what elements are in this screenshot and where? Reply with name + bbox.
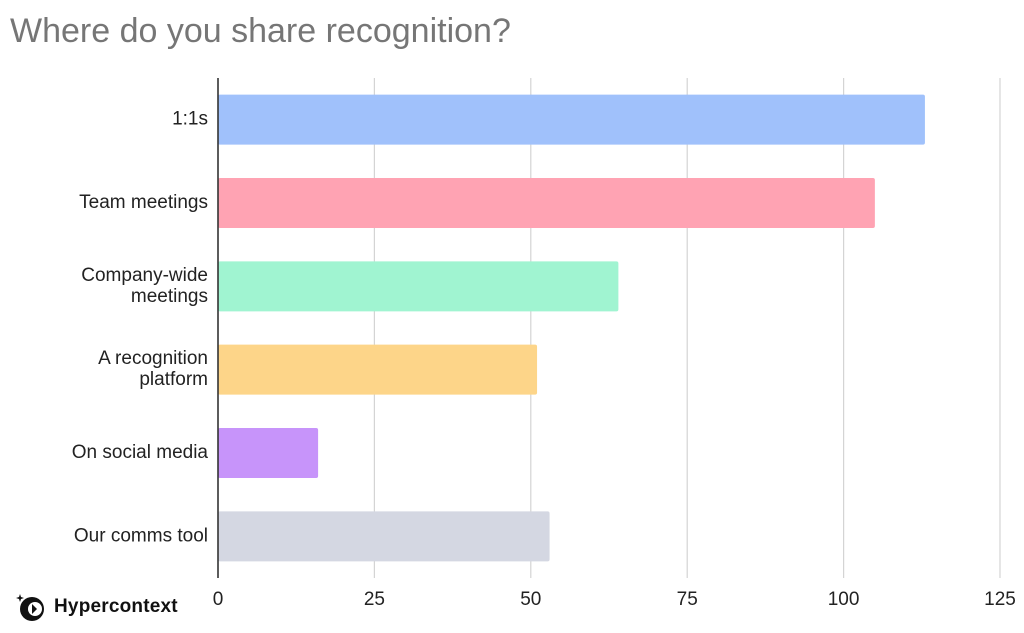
bar-4	[218, 428, 319, 478]
bar-2	[218, 261, 619, 312]
category-label-0: 1:1s	[172, 109, 208, 130]
x-tick-label-125: 125	[984, 589, 1016, 610]
bar-0	[218, 94, 925, 145]
x-tick-label-50: 50	[520, 589, 541, 610]
x-tick-label-75: 75	[677, 589, 698, 610]
brand-logo: Hypercontext	[14, 590, 178, 624]
bar-3	[218, 344, 538, 395]
brand-name: Hypercontext	[54, 596, 178, 617]
bar-1	[218, 178, 875, 228]
category-label-5: Our comms tool	[74, 525, 208, 546]
chart-title: Where do you share recognition?	[10, 12, 511, 50]
x-tick-label-0: 0	[213, 589, 224, 610]
x-tick-label-25: 25	[364, 589, 385, 610]
category-label-2: Company-wide meetings	[81, 265, 208, 307]
category-label-4: On social media	[72, 442, 209, 463]
bar-5	[218, 511, 550, 562]
category-label-3: A recognition platform	[98, 348, 208, 390]
hypercontext-logo-icon	[16, 594, 44, 621]
category-label-1: Team meetings	[79, 192, 208, 213]
x-tick-label-100: 100	[828, 589, 860, 610]
